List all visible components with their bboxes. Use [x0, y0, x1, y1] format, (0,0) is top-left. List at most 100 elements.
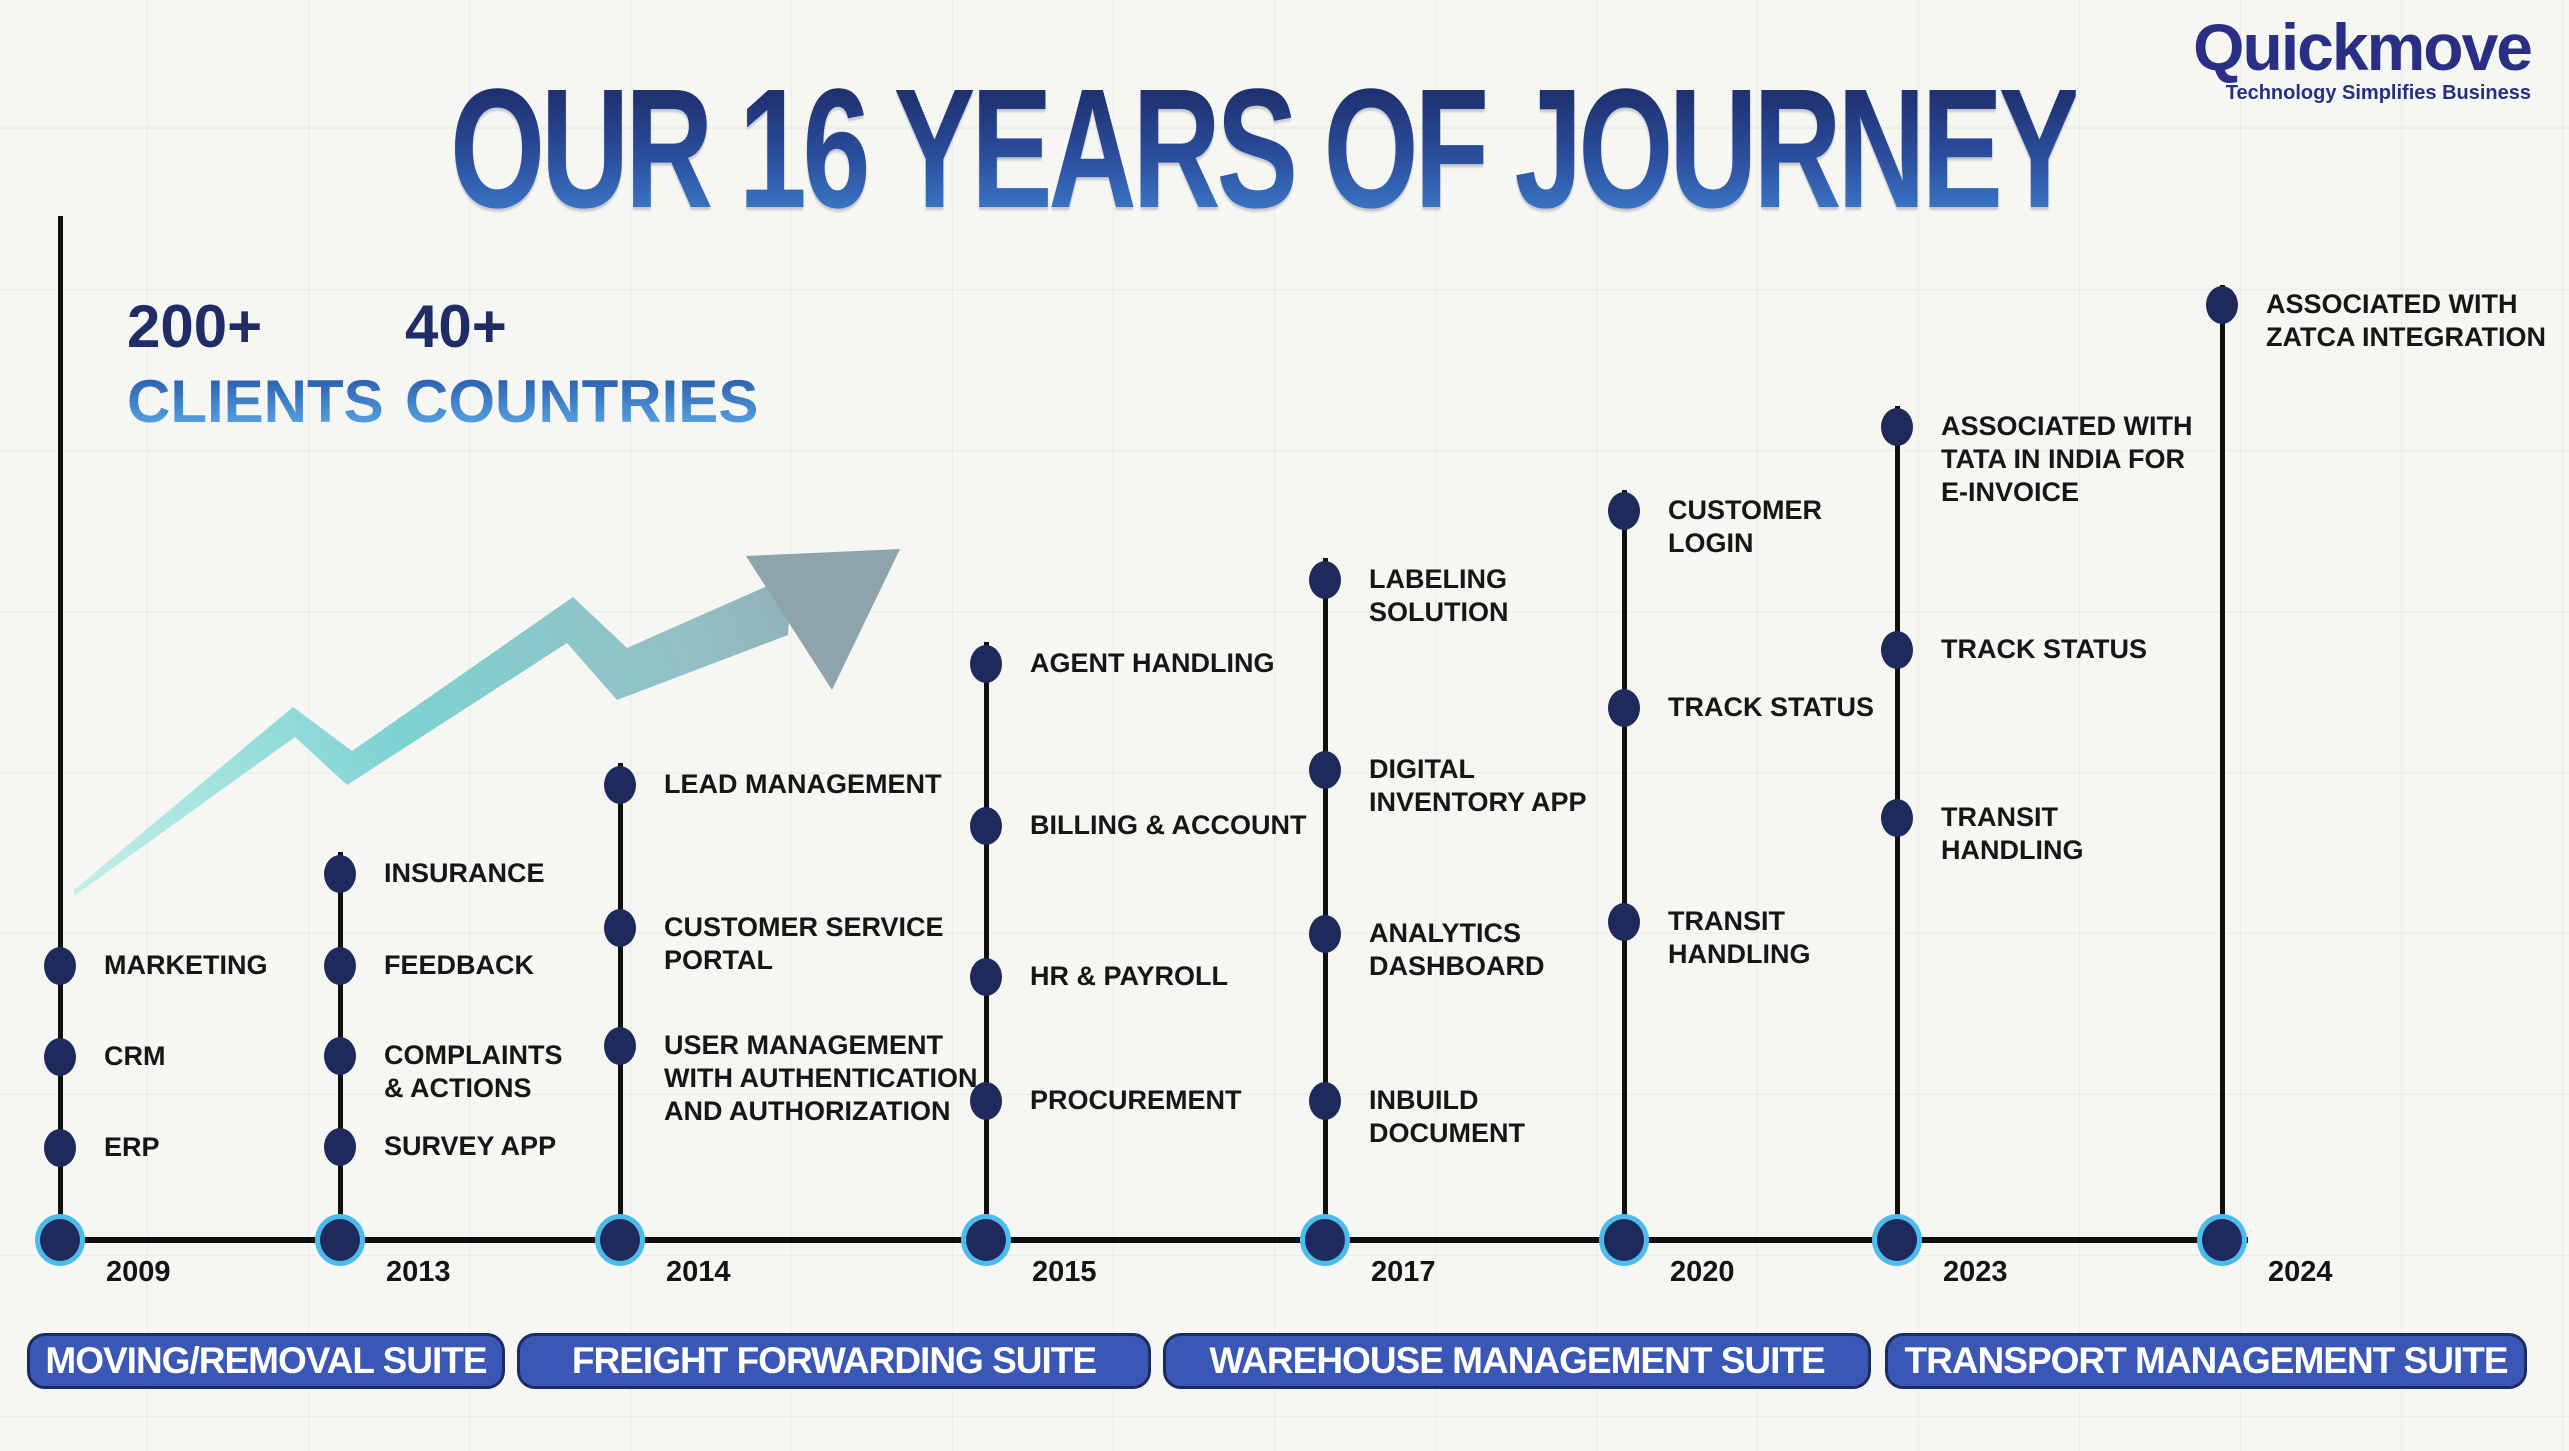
timeline-item-label-line: AGENT HANDLING — [1030, 648, 1275, 678]
column-line-2015 — [984, 642, 989, 1240]
stat-value-1: 40+ — [405, 297, 507, 357]
year-label-2023: 2023 — [1943, 1256, 2008, 1288]
timeline-item-label: COMPLAINTS & ACTIONS — [384, 1039, 563, 1105]
timeline-dot — [44, 1038, 76, 1076]
page-title: OUR 16 YEARS OF JOURNEY — [449, 54, 2080, 244]
timeline-dot — [1309, 751, 1341, 789]
timeline-baseline — [58, 1237, 2248, 1243]
year-label-2020: 2020 — [1670, 1256, 1735, 1288]
year-label-2015: 2015 — [1032, 1256, 1097, 1288]
timeline-item-label: CUSTOMER LOGIN — [1668, 494, 1822, 560]
timeline-dot — [1881, 799, 1913, 837]
suite-button-label: FREIGHT FORWARDING SUITE — [571, 1340, 1097, 1381]
timeline-dot — [1608, 689, 1640, 727]
timeline-item-label-line: SOLUTION — [1369, 597, 1509, 627]
suite-button-label: MOVING/REMOVAL SUITE — [45, 1340, 487, 1381]
timeline-item-label: ASSOCIATED WITH ZATCA INTEGRATION — [2266, 288, 2546, 354]
timeline-item-label-line: TATA IN INDIA FOR — [1941, 444, 2185, 474]
timeline-dot — [970, 645, 1002, 683]
timeline-item-label: TRACK STATUS — [1668, 691, 1874, 724]
stat-caption: COUNTRIES — [405, 368, 759, 435]
timeline-dot — [1608, 492, 1640, 530]
timeline-item-label-line: ERP — [104, 1132, 160, 1162]
timeline-item-label: TRACK STATUS — [1941, 633, 2147, 666]
stat-value-0: 200+ — [127, 297, 262, 357]
baseline-node-2024 — [2197, 1214, 2247, 1266]
year-label-2017: 2017 — [1371, 1256, 1436, 1288]
column-line-2009 — [58, 216, 63, 1240]
timeline-dot — [604, 1027, 636, 1065]
year-label-2013: 2013 — [386, 1256, 451, 1288]
baseline-node-2013 — [315, 1214, 365, 1266]
timeline-item-label: INSURANCE — [384, 857, 545, 890]
stat-label-1: COUNTRIES — [405, 356, 758, 432]
timeline-item-label: AGENT HANDLING — [1030, 647, 1275, 680]
timeline-item-label-line: DIGITAL — [1369, 754, 1475, 784]
timeline-item-label-line: CRM — [104, 1041, 166, 1071]
timeline-item-label: LEAD MANAGEMENT — [664, 768, 942, 801]
timeline-item-label: MARKETING — [104, 949, 268, 982]
timeline-dot — [324, 947, 356, 985]
timeline-item-label-line: WITH AUTHENTICATION — [664, 1063, 978, 1093]
logo-tagline: Technology Simplifies Business — [2225, 82, 2531, 104]
timeline-item-label-line: CUSTOMER — [1668, 495, 1823, 525]
timeline-item-label-line: MARKETING — [104, 950, 268, 980]
stat-number: 40+ — [405, 293, 507, 360]
timeline-item-label-line: INSURANCE — [384, 858, 545, 888]
timeline-item-label-line: USER MANAGEMENT — [664, 1030, 944, 1060]
timeline-dot — [44, 947, 76, 985]
suite-button-0[interactable]: MOVING/REMOVAL SUITE — [27, 1333, 505, 1389]
timeline-item-label: BILLING & ACCOUNT — [1030, 809, 1306, 842]
timeline-item-label-line: TRACK STATUS — [1668, 692, 1874, 722]
timeline-item-label-line: INVENTORY APP — [1369, 787, 1587, 817]
timeline-item-label-line: DASHBOARD — [1369, 951, 1545, 981]
baseline-node-2020 — [1599, 1214, 1649, 1266]
suite-button-3[interactable]: TRANSPORT MANAGEMENT SUITE — [1885, 1333, 2527, 1389]
timeline-dot — [970, 807, 1002, 845]
timeline-item-label-line: COMPLAINTS — [384, 1040, 563, 1070]
stat-number: 200+ — [127, 293, 263, 360]
timeline-item-label: DIGITAL INVENTORY APP — [1369, 753, 1587, 819]
timeline-item-label-line: SURVEY APP — [384, 1131, 557, 1161]
timeline-item-label-line: ASSOCIATED WITH — [1941, 411, 2193, 441]
timeline-item-label: CUSTOMER SERVICE PORTAL — [664, 911, 944, 977]
timeline-dot — [44, 1129, 76, 1167]
column-line-2024 — [2220, 285, 2225, 1240]
year-label-2009: 2009 — [106, 1256, 171, 1288]
timeline-item-label-line: HR & PAYROLL — [1030, 961, 1229, 991]
baseline-node-2014 — [595, 1214, 645, 1266]
column-line-2020 — [1622, 490, 1627, 1240]
timeline-item-label: INBUILD DOCUMENT — [1369, 1084, 1525, 1150]
timeline-item-label-line: ASSOCIATED WITH — [2266, 289, 2518, 319]
timeline-item-label: HR & PAYROLL — [1030, 960, 1228, 993]
year-label-2014: 2014 — [666, 1256, 731, 1288]
timeline-item-label-line: TRANSIT — [1668, 906, 1785, 936]
timeline-item-label: USER MANAGEMENT WITH AUTHENTICATION AND AU… — [664, 1029, 977, 1128]
stat-caption: CLIENTS — [127, 368, 384, 435]
timeline-dot — [970, 958, 1002, 996]
timeline-item-label-line: E-INVOICE — [1941, 477, 2080, 507]
timeline-dot — [1881, 631, 1913, 669]
stat-label-0: CLIENTS — [127, 356, 384, 432]
timeline-dot — [2206, 286, 2238, 324]
timeline-dot — [1309, 915, 1341, 953]
suite-button-label: WAREHOUSE MANAGEMENT SUITE — [1209, 1340, 1825, 1381]
timeline-item-label-line: PORTAL — [664, 945, 773, 975]
timeline-dot — [324, 1037, 356, 1075]
logo: Quickmove Technology Simplifies Business — [2193, 10, 2533, 105]
timeline-dot — [604, 909, 636, 947]
timeline-item-label-line: INBUILD — [1369, 1085, 1479, 1115]
timeline-item-label: ERP — [104, 1131, 160, 1164]
timeline-item-label-line: TRANSIT — [1941, 802, 2058, 832]
suite-button-2[interactable]: WAREHOUSE MANAGEMENT SUITE — [1163, 1333, 1871, 1389]
column-line-2014 — [618, 763, 623, 1240]
baseline-node-2009 — [35, 1214, 85, 1266]
timeline-dot — [1309, 561, 1341, 599]
baseline-node-2017 — [1300, 1214, 1350, 1266]
logo-wordmark: Quickmove — [2193, 10, 2533, 84]
suite-button-1[interactable]: FREIGHT FORWARDING SUITE — [517, 1333, 1151, 1389]
baseline-node-2015 — [961, 1214, 1011, 1266]
timeline-dot — [1608, 903, 1640, 941]
timeline-item-label-line: AND AUTHORIZATION — [664, 1096, 951, 1126]
